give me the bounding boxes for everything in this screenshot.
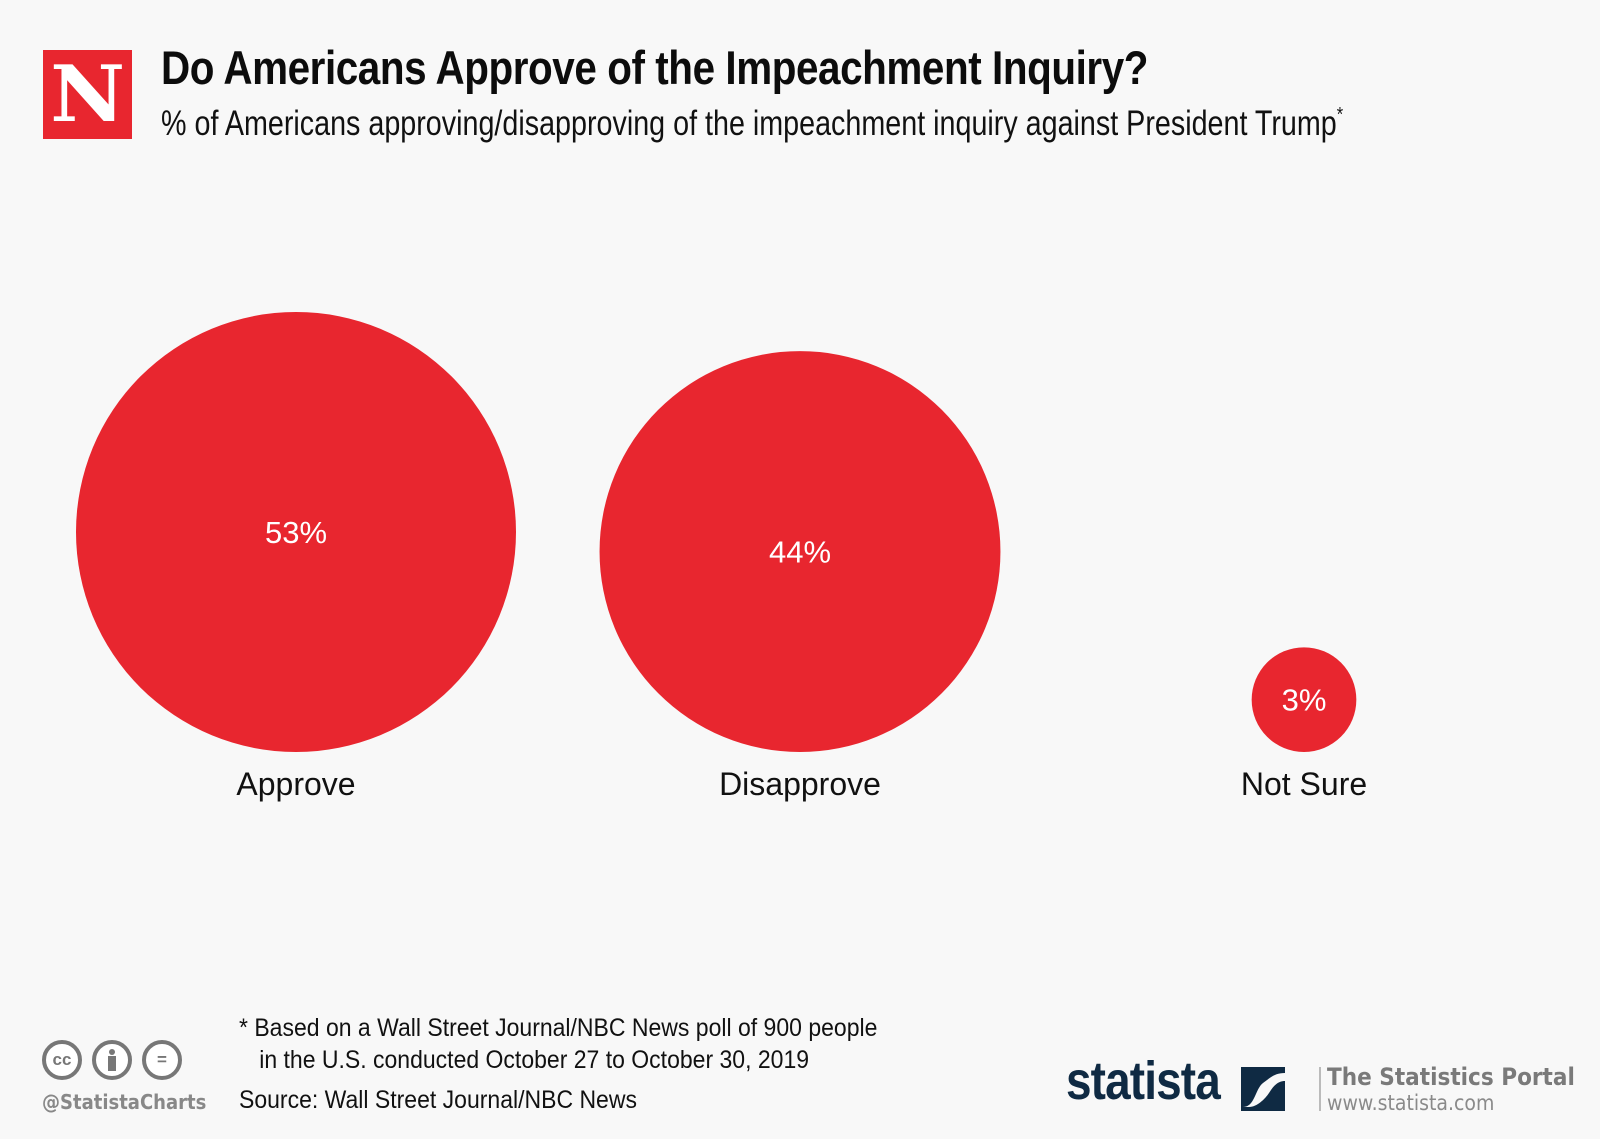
footnote-line-2: in the U.S. conducted October 27 to Octo…: [259, 1046, 810, 1074]
statista-logo-icon: [1241, 1067, 1285, 1111]
equals-glyph: =: [157, 1050, 167, 1069]
footer-divider: [1319, 1067, 1321, 1111]
cc-icon: cc: [42, 1040, 82, 1080]
cc-glyph: cc: [52, 1050, 72, 1069]
portal-url: www.statista.com: [1327, 1091, 1495, 1115]
newsweek-logo: N: [43, 50, 132, 139]
no-derivatives-icon: =: [142, 1040, 182, 1080]
data-label-approve: 53%: [265, 515, 327, 550]
category-label-disapprove: Disapprove: [719, 766, 881, 802]
bubble-disapprove: [599, 351, 1001, 752]
category-label-not-sure: Not Sure: [1241, 766, 1367, 802]
portal-title: The Statistics Portal: [1327, 1063, 1575, 1091]
statista-logo-text: statista: [1066, 1051, 1221, 1111]
footnote: * Based on a Wall Street Journal/NBC New…: [239, 1012, 877, 1076]
license-icons: cc =: [42, 1040, 182, 1080]
category-label-approve: Approve: [236, 766, 355, 802]
chart-title: Do Americans Approve of the Impeachment …: [161, 41, 1149, 94]
social-handle: @StatistaCharts: [42, 1090, 207, 1114]
subtitle-text: % of Americans approving/disapproving of…: [161, 104, 1337, 143]
logo-letter: N: [50, 48, 125, 140]
data-label-not-sure: 3%: [1282, 683, 1327, 718]
bubble-approve: [76, 312, 516, 752]
person-glyph: [108, 1049, 116, 1071]
chart-subtitle: % of Americans approving/disapproving of…: [161, 104, 1343, 144]
bubble-not-sure: [1251, 647, 1357, 752]
footnote-line-1: * Based on a Wall Street Journal/NBC New…: [239, 1014, 878, 1042]
source-text: Source: Wall Street Journal/NBC News: [239, 1086, 637, 1114]
subtitle-footnote-marker: *: [1336, 104, 1344, 126]
data-label-disapprove: 44%: [769, 535, 831, 570]
attribution-icon: [92, 1040, 132, 1080]
